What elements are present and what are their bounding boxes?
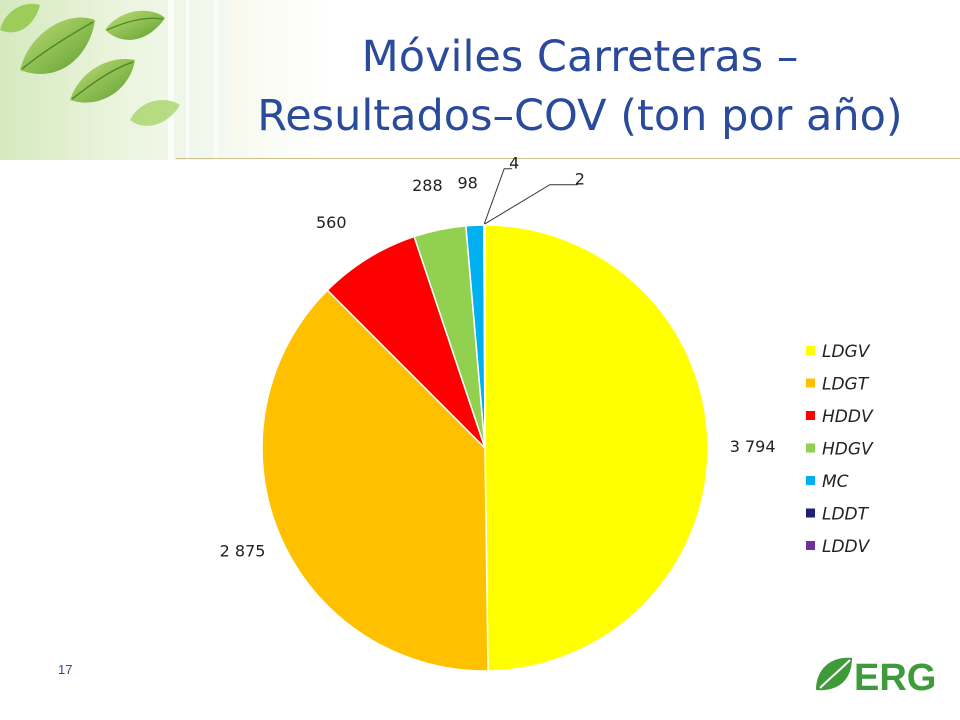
data-label-lddv: 2 [575, 170, 585, 189]
legend-swatch-hdgv [806, 443, 815, 453]
legend-label-lddv: LDDV [822, 537, 871, 557]
title-divider [176, 158, 960, 159]
leaf-icon [0, 3, 40, 33]
data-label-ldgv: 3 794 [730, 437, 776, 456]
legend-swatch-hddv [806, 411, 815, 420]
data-label-hddv: 560 [316, 213, 347, 232]
title-line-2: Resultados–COV (ton por año) [257, 91, 903, 141]
title-line-1: Móviles Carreteras – [361, 32, 799, 82]
pie-slice-hddv [326, 235, 486, 449]
pie-slice-ldgv [484, 224, 709, 672]
data-label-hdgv: 288 [412, 176, 443, 195]
data-label-mc: 98 [457, 173, 477, 192]
legend-label-mc: MC [822, 472, 849, 492]
leaf-banner-decoration [0, 0, 960, 160]
legend-swatch-ldgt [806, 378, 815, 388]
leader-line-lddv [484, 184, 578, 225]
legend-swatch-lddt [806, 508, 815, 518]
pie-slice-ldgt [261, 289, 489, 672]
legend-label-ldgt: LDGT [822, 375, 870, 395]
data-label-ldgt: 2 875 [220, 541, 266, 560]
slide-title: Móviles Carreteras – Resultados–COV (ton… [220, 28, 940, 146]
legend-label-hddv: HDDV [822, 407, 874, 427]
erg-logo: ERG [816, 657, 936, 699]
leaf-icon [70, 59, 135, 103]
legend-swatch-lddv [806, 541, 815, 550]
logo-text: ERG [854, 657, 936, 699]
slide-number: 17 [58, 662, 73, 677]
leader-line-lddt [483, 168, 513, 225]
legend-swatch-ldgv [806, 346, 815, 355]
legend-label-lddt: LDDT [822, 505, 870, 525]
leaf-icon [130, 100, 180, 126]
legend-label-ldgv: LDGV [822, 342, 871, 362]
leaf-icon [20, 17, 95, 74]
legend-label-hdgv: HDGV [822, 440, 874, 460]
data-label-lddt: 4 [509, 154, 519, 173]
leaf-icon [105, 10, 165, 40]
legend-swatch-mc [806, 476, 815, 485]
